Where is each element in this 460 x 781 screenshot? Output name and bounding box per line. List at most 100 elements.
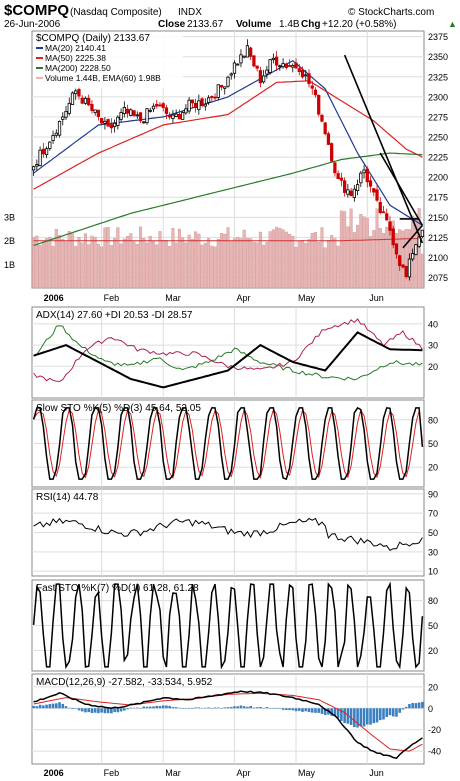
- macd-histogram-bar: [301, 708, 304, 712]
- volume-bar: [281, 229, 285, 289]
- volume-bar: [174, 242, 178, 289]
- volume-bar: [385, 226, 389, 289]
- candle-body: [265, 69, 269, 75]
- macd-signal-line: [33, 692, 423, 752]
- volume-bar: [177, 228, 181, 289]
- volume-bar: [346, 226, 350, 289]
- volume-bar: [190, 239, 194, 289]
- ma50-line: [33, 80, 423, 190]
- volume-bar: [194, 231, 198, 289]
- candle-body: [252, 55, 256, 67]
- macd-histogram-bar: [103, 708, 107, 714]
- candle-body: [112, 122, 117, 128]
- volume-bar: [171, 227, 175, 289]
- macd-histogram-bar: [421, 701, 424, 709]
- macd-histogram-bar: [259, 707, 262, 709]
- volume-bar: [64, 241, 68, 289]
- candle-body: [142, 121, 146, 124]
- volume-bar: [35, 235, 39, 289]
- candle-body: [336, 173, 340, 180]
- candle-body: [404, 266, 408, 277]
- candle-body: [294, 62, 298, 69]
- macd-histogram-bar: [281, 708, 285, 710]
- volume-bar: [181, 237, 185, 289]
- legend-entry: MA(50) 2225.38: [45, 53, 106, 63]
- volume-bar: [210, 245, 214, 289]
- volume-bar: [139, 226, 143, 289]
- trendline: [402, 224, 423, 249]
- volume-bar: [249, 238, 253, 289]
- macd-histogram-bar: [123, 708, 126, 711]
- macd-histogram-bar: [356, 708, 359, 728]
- candle-body: [355, 184, 360, 192]
- candle-body: [385, 213, 389, 221]
- volume-bar: [80, 242, 84, 289]
- candle-body: [323, 122, 327, 135]
- volume-bar: [258, 231, 262, 289]
- volume-bar: [336, 245, 340, 289]
- macd-line: [33, 690, 423, 760]
- candle-body: [158, 104, 162, 107]
- candle-body: [206, 97, 211, 103]
- candle-body: [226, 76, 230, 87]
- macd-histogram-bar: [116, 708, 120, 713]
- candle-body: [174, 113, 178, 117]
- price-axis-tick-label: 2150: [428, 213, 448, 223]
- macd-panel-label: MACD(12,26,9) -27.582, -33.534, 5.952: [36, 677, 213, 688]
- macd-histogram-bar: [359, 708, 363, 727]
- volume-bar: [333, 238, 337, 289]
- macd-histogram-bar: [249, 706, 252, 709]
- macd-histogram-bar: [262, 707, 265, 709]
- candle-body: [249, 47, 253, 57]
- macd-histogram-bar: [375, 708, 379, 723]
- candle-body: [125, 108, 130, 114]
- candle-body: [258, 70, 263, 84]
- price-panel-title: $COMPQ (Daily) 2133.67: [36, 33, 150, 44]
- macd-histogram-bar: [320, 708, 324, 714]
- volume-bars: [32, 208, 424, 289]
- rsi-axis-tick-label: 10: [428, 567, 438, 577]
- volume-bar: [113, 238, 117, 289]
- candle-body: [190, 99, 194, 104]
- macd-histogram-bar: [408, 704, 411, 709]
- macd-histogram-bar: [275, 708, 278, 709]
- fast-sto-axis-tick-label: 20: [428, 646, 438, 656]
- volume-bar: [148, 236, 152, 289]
- volume-bar: [362, 216, 366, 289]
- macd-axis-tick-label: 0: [428, 704, 433, 714]
- candle-body: [229, 73, 233, 76]
- rsi-axis-tick-label: 50: [428, 528, 438, 538]
- volume-bar: [356, 224, 360, 289]
- macd-histogram-bar: [129, 707, 133, 709]
- candle-body: [375, 189, 379, 201]
- macd-histogram: [32, 701, 424, 728]
- rsi-line: [33, 517, 423, 551]
- candle-body: [177, 113, 182, 120]
- volume-bar: [401, 230, 405, 289]
- macd-histogram-bar: [233, 706, 236, 709]
- candle-body: [365, 168, 369, 183]
- macd-histogram-bar: [297, 708, 301, 711]
- candle-body: [77, 89, 81, 97]
- volume-bar: [77, 237, 81, 289]
- macd-x-label: 2006: [44, 768, 64, 778]
- candle-body: [372, 188, 376, 193]
- macd-histogram-bar: [142, 706, 146, 709]
- macd-histogram-bar: [385, 708, 389, 718]
- minus-di-line: [33, 318, 423, 382]
- fast-sto-axis-tick-label: 80: [428, 596, 438, 606]
- macd-histogram-bar: [272, 708, 275, 709]
- macd-histogram-bar: [152, 706, 155, 709]
- candle-body: [239, 54, 243, 64]
- legend-entry: MA(20) 2140.41: [45, 43, 106, 53]
- price-legend-bg: [33, 32, 183, 88]
- adx-panel-label: ADX(14) 27.60 +DI 20.53 -DI 28.57: [36, 310, 193, 321]
- volume-bar: [161, 240, 165, 289]
- header-date: 26-Jun-2006: [4, 19, 61, 30]
- macd-histogram-bar: [139, 708, 142, 709]
- candle-body: [391, 228, 395, 246]
- volume-bar: [51, 245, 55, 289]
- volume-bar: [155, 244, 159, 289]
- ma200-line: [33, 152, 423, 246]
- volume-bar: [278, 227, 282, 289]
